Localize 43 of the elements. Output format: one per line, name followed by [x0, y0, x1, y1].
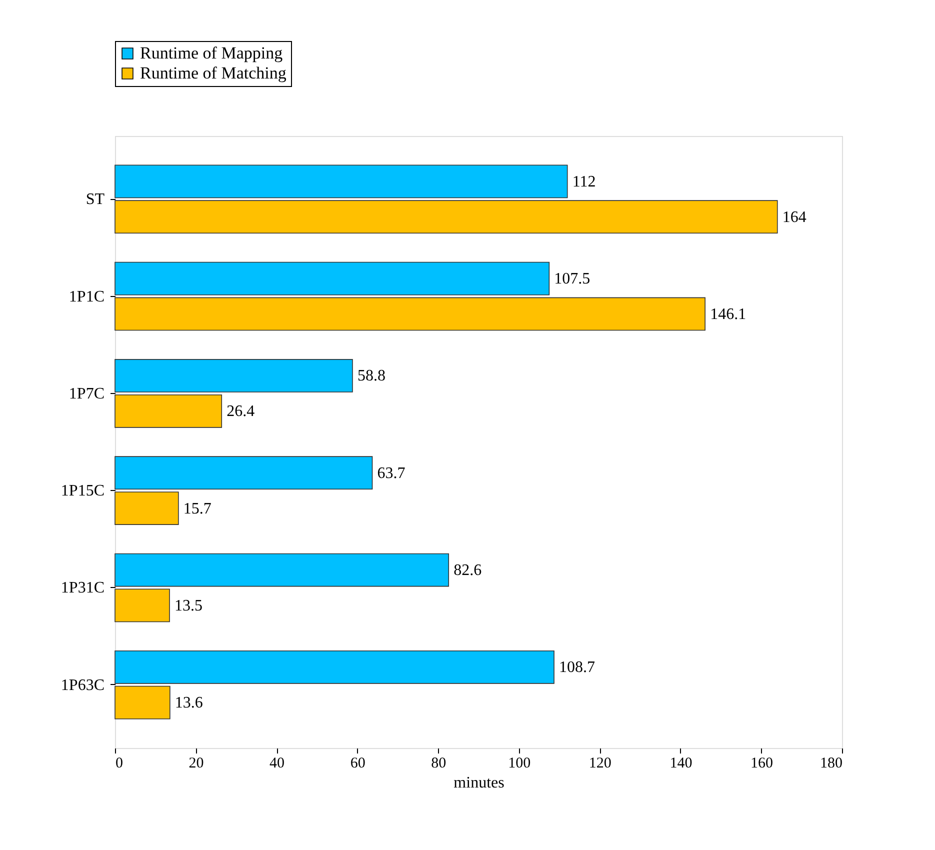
- data-label: 82.6: [454, 562, 482, 580]
- bar: [114, 164, 568, 198]
- data-label: 108.7: [559, 659, 596, 676]
- x-tick-label: 80: [431, 756, 446, 772]
- bar: [114, 553, 450, 587]
- data-label: 146.1: [710, 306, 746, 323]
- data-label: 58.8: [357, 368, 386, 385]
- legend-label: Runtime of Mapping: [140, 44, 284, 62]
- data-label: 13.5: [174, 597, 203, 614]
- x-tick-label: 140: [670, 756, 692, 772]
- bar: [114, 686, 170, 720]
- x-tick-label: 100: [508, 756, 531, 772]
- y-tick-label: ST: [86, 191, 105, 208]
- bar: [114, 262, 550, 296]
- y-tick-label: 1P31C: [60, 580, 104, 597]
- bar: [114, 394, 222, 428]
- y-tick-label: 1P1C: [68, 288, 104, 306]
- data-label: 15.7: [183, 500, 212, 518]
- bar: [114, 200, 778, 234]
- y-tick-label: 1P15C: [60, 482, 104, 500]
- bar: [114, 492, 179, 525]
- bar: [114, 359, 353, 392]
- y-tick-label: 1P63C: [60, 676, 104, 694]
- x-tick-label: 180: [820, 756, 842, 772]
- legend-label: Runtime of Matching: [140, 64, 287, 82]
- data-label: 112: [572, 173, 596, 190]
- bar: [114, 650, 554, 684]
- x-tick-label: 120: [588, 756, 612, 772]
- x-tick-label: 40: [270, 756, 285, 772]
- bar: [114, 297, 706, 331]
- data-label: 26.4: [226, 403, 255, 420]
- bar: [114, 588, 170, 622]
- x-tick-label: 160: [750, 756, 773, 772]
- data-label: 164: [782, 208, 806, 226]
- x-tick-label: 0: [116, 756, 123, 772]
- data-label: 63.7: [377, 464, 406, 482]
- data-label: 13.6: [174, 694, 203, 712]
- y-tick-label: 1P7C: [68, 385, 104, 402]
- x-tick-label: 60: [350, 756, 366, 772]
- bar: [114, 456, 373, 490]
- data-label: 107.5: [554, 270, 590, 288]
- x-tick-label: 20: [188, 756, 204, 772]
- x-axis-title: minutes: [454, 774, 504, 792]
